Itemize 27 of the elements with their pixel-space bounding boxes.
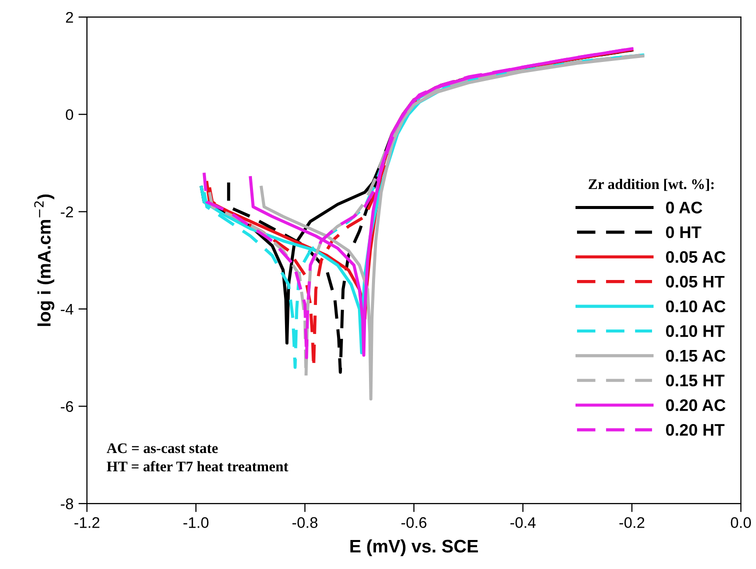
legend-label: 0.05 HT xyxy=(666,276,724,288)
x-axis-title: E (mV) vs. SCE xyxy=(350,539,478,556)
legend-label: 0.10 AC xyxy=(666,300,726,312)
legend-label: 0.20 HT xyxy=(666,424,724,436)
y-tick-label: 2 xyxy=(66,12,73,23)
annotation: AC = as-cast state HT = after T7 heat treatment xyxy=(106,443,288,472)
x-tick-label: -0.8 xyxy=(292,517,318,528)
y-tick-label: -6 xyxy=(60,401,74,412)
legend-label: 0.05 AC xyxy=(666,251,726,263)
legend-label: 0.15 AC xyxy=(666,350,726,362)
legend-label: 0.10 HT xyxy=(666,325,724,337)
y-axis-title: log i (mA.cm$^{−2}$) xyxy=(34,194,54,326)
legend-label: 0.20 AC xyxy=(666,399,726,412)
legend-label: 0 AC xyxy=(666,202,702,214)
y-tick-label: -8 xyxy=(60,498,74,510)
x-tick-label: -1.0 xyxy=(183,517,208,528)
legend-label: 0.15 HT xyxy=(666,374,724,386)
x-tick-label: -0.6 xyxy=(401,517,426,528)
x-tick-label: -0.4 xyxy=(510,517,536,528)
y-tick-label: -4 xyxy=(60,304,74,315)
x-tick-label: -0.2 xyxy=(619,517,644,528)
x-tick-label: 0.0 xyxy=(730,517,751,528)
y-tick-label: -2 xyxy=(60,206,73,218)
legend-label: 0 HT xyxy=(666,226,702,238)
legend-title: Zr addition [wt. %]: xyxy=(588,178,714,191)
y-tick-label: 0 xyxy=(66,109,74,120)
x-tick-label: -1.2 xyxy=(74,517,100,528)
